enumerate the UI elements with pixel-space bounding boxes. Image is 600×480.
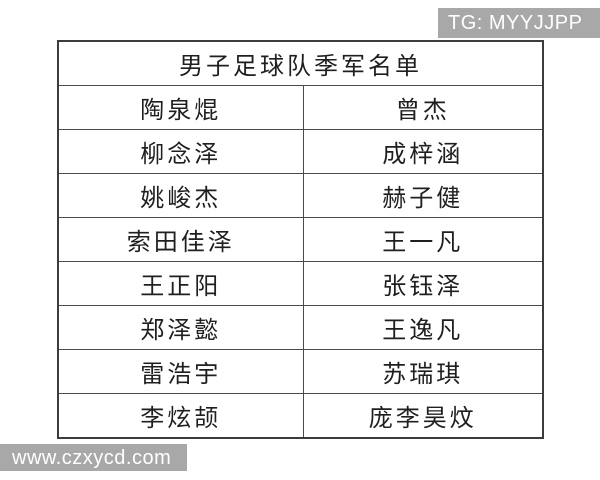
name-cell: 雷浩宇 [57,349,304,395]
name-cell: 柳念泽 [57,128,304,174]
name-cell: 姚峻杰 [57,172,304,218]
name-cell: 郑泽懿 [57,305,304,351]
table-row: 郑泽懿 王逸凡 [57,305,544,351]
name-cell: 赫子健 [302,172,544,218]
watermark-telegram: TG: MYYJJPP [438,8,600,38]
watermark-website: www.czxycd.com [0,444,187,471]
table-row: 李炫颉 庞李昊炆 [57,393,544,439]
table-row: 王正阳 张钰泽 [57,261,544,307]
name-cell: 成梓涵 [302,128,544,174]
name-cell: 王一凡 [302,216,544,263]
table-row: 陶泉焜 曾杰 [57,84,544,130]
table-row: 雷浩宇 苏瑞琪 [57,349,544,395]
name-cell: 苏瑞琪 [302,349,544,395]
name-cell: 李炫颉 [57,393,304,439]
table-row: 索田佳泽 王一凡 [57,216,544,263]
name-cell: 庞李昊炆 [302,393,544,439]
roster-table: 男子足球队季军名单 陶泉焜 曾杰 柳念泽 成梓涵 姚峻杰 赫子健 索田佳泽 王一… [57,40,544,439]
table-row: 姚峻杰 赫子健 [57,172,544,218]
title-row: 男子足球队季军名单 [57,40,544,86]
name-cell: 王逸凡 [302,305,544,351]
table-title: 男子足球队季军名单 [57,40,544,86]
name-cell: 张钰泽 [302,261,544,307]
table-row: 柳念泽 成梓涵 [57,128,544,174]
name-cell: 王正阳 [57,261,304,307]
name-cell: 陶泉焜 [57,84,304,130]
name-cell: 索田佳泽 [57,216,304,263]
name-cell: 曾杰 [302,84,544,130]
